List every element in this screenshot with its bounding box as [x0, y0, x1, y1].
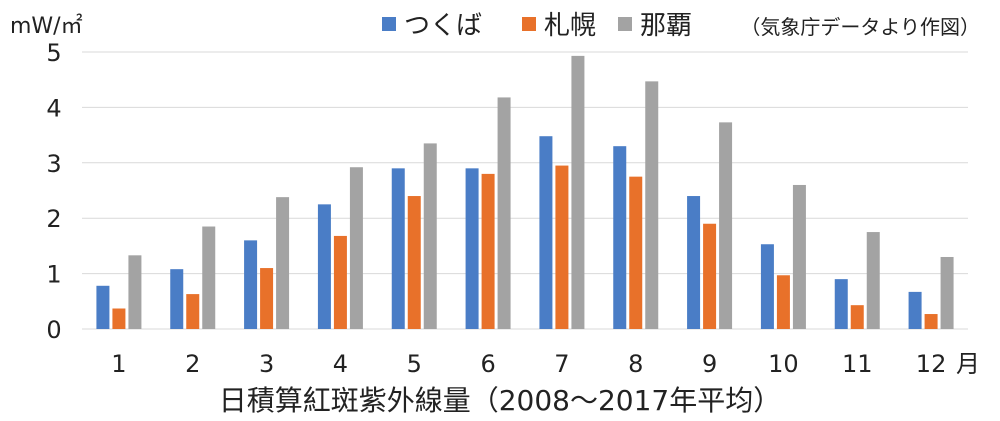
bar-那覇-1: [128, 255, 142, 329]
bar-札幌-8: [629, 176, 643, 329]
bar-那覇-11: [866, 232, 880, 329]
bar-つくば-9: [687, 196, 701, 329]
y-tick-label: 5: [46, 39, 61, 67]
x-tick-label: 12: [916, 350, 947, 378]
bar-札幌-1: [112, 308, 126, 329]
bar-つくば-6: [465, 168, 479, 329]
y-tick-label: 0: [46, 316, 61, 344]
gridlines: [82, 51, 968, 330]
bar-那覇-9: [719, 122, 733, 329]
x-tick-label: 1: [111, 350, 126, 378]
legend-swatch-札幌: [522, 17, 536, 31]
bar-つくば-3: [244, 240, 258, 329]
legend-swatch-つくば: [382, 17, 396, 31]
bar-那覇-3: [276, 197, 290, 329]
legend: つくば 札幌 那覇: [382, 11, 692, 41]
y-tick-label: 1: [46, 261, 61, 289]
x-tick-label: 3: [259, 350, 274, 378]
bar-札幌-7: [555, 165, 569, 329]
legend-label-つくば: つくば: [404, 11, 482, 41]
bar-札幌-2: [186, 294, 200, 329]
bar-那覇-10: [792, 184, 806, 329]
bar-那覇-4: [349, 167, 363, 329]
x-tick-label: 4: [333, 350, 348, 378]
y-tick-label: 2: [46, 205, 61, 233]
y-axis-ticks: 0 1 2 3 4 5: [46, 39, 61, 344]
legend-swatch-那覇: [618, 17, 632, 31]
x-tick-label: 11: [842, 350, 873, 378]
x-tick-label: 5: [407, 350, 422, 378]
bar-那覇-7: [571, 55, 585, 330]
x-tick-label: 10: [768, 350, 799, 378]
source-note: （気象庁データより作図）: [740, 15, 980, 39]
bar-つくば-12: [908, 291, 922, 329]
bar-つくば-4: [317, 204, 331, 329]
y-tick-label: 4: [46, 94, 61, 122]
x-tick-label: 2: [185, 350, 200, 378]
bar-つくば-1: [96, 285, 110, 329]
bar-つくば-7: [539, 136, 553, 329]
bar-札幌-9: [703, 223, 717, 329]
bar-那覇-6: [497, 97, 511, 329]
bars: [96, 55, 954, 330]
x-tick-label: 7: [554, 350, 569, 378]
y-tick-label: 3: [46, 150, 61, 178]
bar-那覇-2: [202, 226, 216, 329]
bar-那覇-12: [940, 256, 954, 329]
x-axis-ticks: 1 2 3 4 5 6 7 8 9 10 11 12: [111, 350, 946, 378]
y-axis-unit: mW/㎡: [10, 13, 83, 39]
bar-札幌-12: [924, 314, 938, 329]
bar-つくば-5: [391, 168, 405, 329]
x-axis-unit: 月: [956, 350, 980, 378]
bar-札幌-10: [776, 275, 790, 329]
bar-札幌-4: [333, 235, 347, 329]
x-tick-label: 6: [480, 350, 495, 378]
bar-つくば-10: [760, 244, 774, 329]
bar-那覇-5: [423, 143, 437, 329]
bar-札幌-5: [407, 196, 421, 329]
legend-label-札幌: 札幌: [544, 11, 596, 41]
x-tick-label: 9: [702, 350, 717, 378]
legend-label-那覇: 那覇: [640, 11, 692, 41]
bar-那覇-8: [645, 81, 659, 329]
bar-つくば-11: [834, 279, 848, 329]
bar-つくば-8: [613, 146, 627, 329]
bar-札幌-3: [260, 268, 274, 329]
x-tick-label: 8: [628, 350, 643, 378]
bar-つくば-2: [170, 269, 184, 329]
bar-札幌-6: [481, 173, 495, 329]
bar-札幌-11: [850, 305, 864, 329]
chart-title: 日積算紅斑紫外線量（2008～2017年平均）: [219, 384, 782, 417]
